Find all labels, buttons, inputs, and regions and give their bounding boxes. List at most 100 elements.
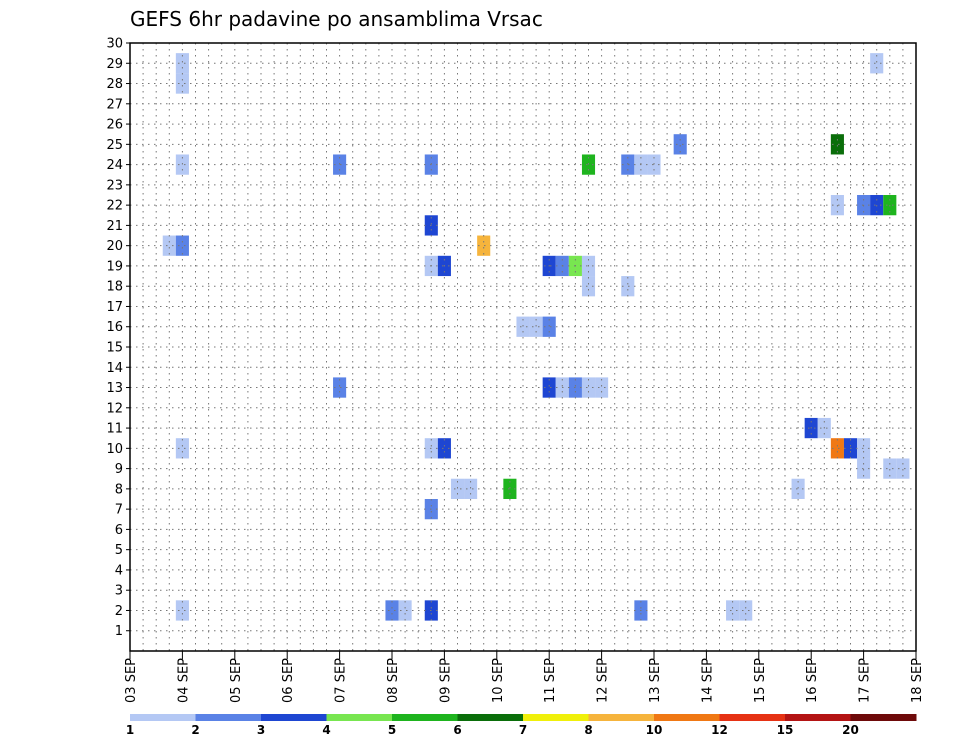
y-tick-label: 29 [106,57,123,72]
precip-cell [437,438,451,459]
colorbar-segment [719,714,786,721]
colorbar-label: 1 [126,723,134,737]
x-tick-label: 18 SEP [910,658,925,703]
y-tick-label: 7 [115,503,123,518]
y-tick-label: 17 [106,300,123,315]
precip-cell [791,478,805,499]
y-tick-label: 18 [106,280,123,295]
y-tick-label: 13 [106,381,123,396]
x-tick-label: 17 SEP [858,658,873,703]
precip-cell [175,53,189,74]
x-tick-label: 08 SEP [386,658,401,703]
colorbar-segment [392,714,458,721]
precip-cell [516,316,530,337]
precip-cell [477,235,491,256]
precip-cell [581,276,596,297]
precip-cell [450,478,465,499]
y-tick-label: 14 [106,361,123,376]
precip-cell [595,377,609,398]
colorbar: 1 2 3 4 5 6 7 8 10 12 15 20 [126,714,917,737]
precip-cell [857,458,871,479]
precip-cell [673,134,687,155]
precip-cell [529,316,543,337]
colorbar-label: 2 [191,723,199,737]
colorbar-label: 5 [388,723,396,737]
precip-cell [162,235,176,256]
y-tick-label: 11 [106,422,123,437]
x-tick-label: 07 SEP [334,658,349,703]
precip-cell [621,276,635,297]
colorbar-segment [850,714,917,721]
precip-cell [830,438,844,459]
precip-cell [385,600,399,621]
precip-cell [739,600,753,621]
colorbar-label: 10 [646,723,663,737]
y-tick-label: 8 [115,482,123,497]
x-axis: 03 SEP 04 SEP 05 SEP 06 SEP 07 SEP 08 SEP 09 S… [124,651,925,703]
colorbar-segment [654,714,720,721]
y-tick-label: 16 [106,320,123,335]
x-tick-label: 10 SEP [491,658,506,703]
y-tick-label: 15 [106,341,123,356]
colorbar-segment [457,714,524,721]
precip-cell [542,316,556,337]
precip-cell [581,154,596,175]
precip-cell [647,154,661,175]
x-tick-label: 04 SEP [176,658,191,703]
precip-cell [542,377,556,398]
y-tick-label: 23 [106,178,123,193]
y-tick-label: 21 [106,219,123,234]
precip-cell [464,478,478,499]
y-tick-label: 26 [106,118,123,133]
colorbar-segment [326,714,393,721]
x-tick-label: 16 SEP [805,658,820,703]
x-tick-label: 03 SEP [124,658,139,703]
x-tick-label: 06 SEP [281,658,296,703]
y-tick-label: 5 [115,543,123,558]
x-tick-label: 15 SEP [753,658,768,703]
colorbar-label: 8 [584,723,592,737]
colorbar-label: 20 [842,723,859,737]
precip-cell [857,438,871,459]
x-tick-label: 11 SEP [543,658,558,703]
colorbar-label: 12 [711,723,728,737]
y-tick-label: 2 [115,604,123,619]
colorbar-segment [785,714,851,721]
y-axis: 1234567891011121314151617181920212223242… [106,37,130,639]
colorbar-label: 3 [257,723,265,737]
precip-cell [175,600,189,621]
precip-cell [870,53,884,74]
precip-cell [333,377,347,398]
y-tick-label: 19 [106,259,123,274]
y-tick-label: 9 [115,462,123,477]
precip-cell [621,154,635,175]
precip-cell [726,600,740,621]
grid-lines [130,43,916,651]
precip-cell [883,458,897,479]
precip-cell [175,438,189,459]
y-tick-label: 20 [106,239,123,254]
colorbar-segment [523,714,589,721]
y-tick-label: 12 [106,401,123,416]
y-tick-label: 25 [106,138,123,153]
precip-cell [503,478,517,499]
precip-cell [830,134,844,155]
y-tick-label: 4 [115,563,123,578]
y-tick-label: 1 [115,624,123,639]
precip-cell [333,154,347,175]
colorbar-label: 7 [519,723,527,737]
precip-cell [175,154,189,175]
precip-cells [162,53,910,621]
colorbar-segment [261,714,327,721]
x-tick-label: 09 SEP [438,658,453,703]
colorbar-label: 4 [322,723,330,737]
precip-cell [175,73,189,94]
precip-cell [896,458,910,479]
x-tick-label: 13 SEP [648,658,663,703]
precip-cell [581,377,596,398]
y-tick-label: 6 [115,523,123,538]
precip-cell [398,600,412,621]
colorbar-segment [588,714,655,721]
colorbar-label: 15 [777,723,794,737]
x-tick-label: 14 SEP [700,658,715,703]
